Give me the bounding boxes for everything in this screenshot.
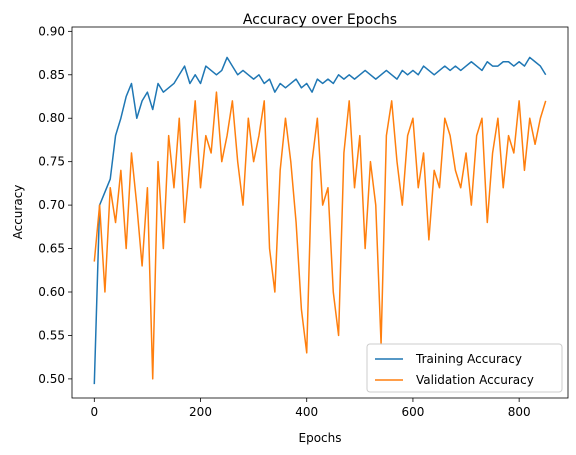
y-axis-title: Accuracy (11, 185, 25, 240)
legend: Training Accuracy Validation Accuracy (366, 343, 563, 393)
y-axis: 0.50 0.55 0.60 0.65 0.70 0.75 0.80 0.85 0.90 (38, 24, 72, 386)
x-tick-label: 800 (508, 405, 531, 419)
chart-title: Accuracy over Epochs (243, 12, 397, 28)
plot-frame (71, 26, 569, 399)
legend-label-validation: Validation Accuracy (416, 373, 534, 387)
series-line-training-accuracy (93, 56, 547, 385)
y-tick-label: 0.70 (38, 198, 65, 212)
y-tick-label: 0.90 (38, 24, 65, 38)
x-tick-label: 200 (189, 405, 212, 419)
y-tick-label: 0.50 (38, 372, 65, 386)
x-axis: 0 200 400 600 800 (90, 398, 531, 419)
y-tick-label: 0.60 (38, 285, 65, 299)
y-tick-label: 0.55 (38, 328, 65, 342)
y-tick-label: 0.80 (38, 111, 65, 125)
series-line-validation-accuracy (93, 91, 547, 380)
y-tick-label: 0.65 (38, 242, 65, 256)
legend-label-training: Training Accuracy (415, 352, 522, 366)
x-tick-label: 0 (90, 405, 98, 419)
legend-box (366, 343, 563, 393)
y-tick-label: 0.85 (38, 68, 65, 82)
x-tick-label: 600 (401, 405, 424, 419)
plot-area (93, 56, 547, 385)
y-tick-label: 0.75 (38, 155, 65, 169)
x-tick-label: 400 (295, 405, 318, 419)
x-axis-title: Epochs (299, 431, 342, 445)
